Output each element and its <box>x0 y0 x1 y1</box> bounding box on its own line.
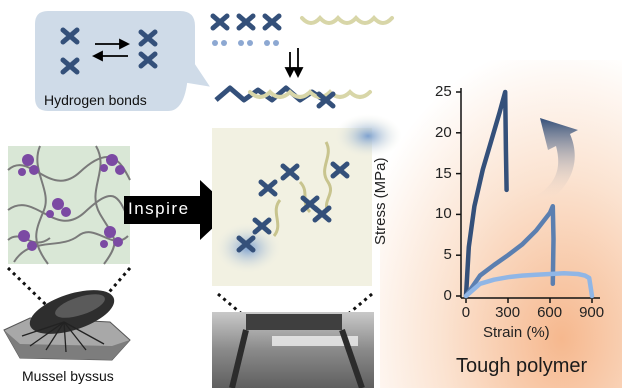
y-tick-label: 20 <box>435 123 452 141</box>
tensile-photo <box>212 312 374 388</box>
y-tick-label: 5 <box>443 246 452 264</box>
bioinspired-network-panel <box>212 114 402 286</box>
x-tick-label: 0 <box>461 304 471 321</box>
y-tick-label: 15 <box>435 164 452 182</box>
hydrogen-bond-bubble <box>33 9 215 113</box>
x-axis-title: Strain (%) <box>483 324 550 341</box>
tough-polymer-label: Tough polymer <box>456 355 588 377</box>
x-tick-label: 600 <box>537 304 563 321</box>
zoom-lines-middle <box>217 292 373 358</box>
polymer-chain-top <box>212 16 394 106</box>
x-tick-label: 300 <box>495 304 521 321</box>
series-line-3 <box>463 270 595 299</box>
y-tick-label: 0 <box>443 287 452 304</box>
series-line-2 <box>463 203 556 299</box>
y-axis-title: Stress (MPa) <box>372 157 389 245</box>
inspire-arrow <box>124 180 232 240</box>
y-tick-label: 25 <box>435 83 452 100</box>
equilibrium-arrows-icon <box>91 38 131 62</box>
series-line-1 <box>463 89 509 299</box>
x-tick-label: 900 <box>579 304 605 321</box>
toughness-trend-arrow <box>536 118 578 202</box>
hydrogen-bonds-label: Hydrogen bonds <box>44 92 147 108</box>
stress-strain-chart <box>456 88 600 303</box>
mussel-byssus-label: Mussel byssus <box>22 368 114 384</box>
assembly-arrows-icon <box>284 48 304 79</box>
mussel-icon <box>3 290 131 361</box>
byssus-network-panel <box>7 145 131 265</box>
y-tick-label: 10 <box>435 205 452 223</box>
inspire-label: Inspire <box>128 199 190 218</box>
